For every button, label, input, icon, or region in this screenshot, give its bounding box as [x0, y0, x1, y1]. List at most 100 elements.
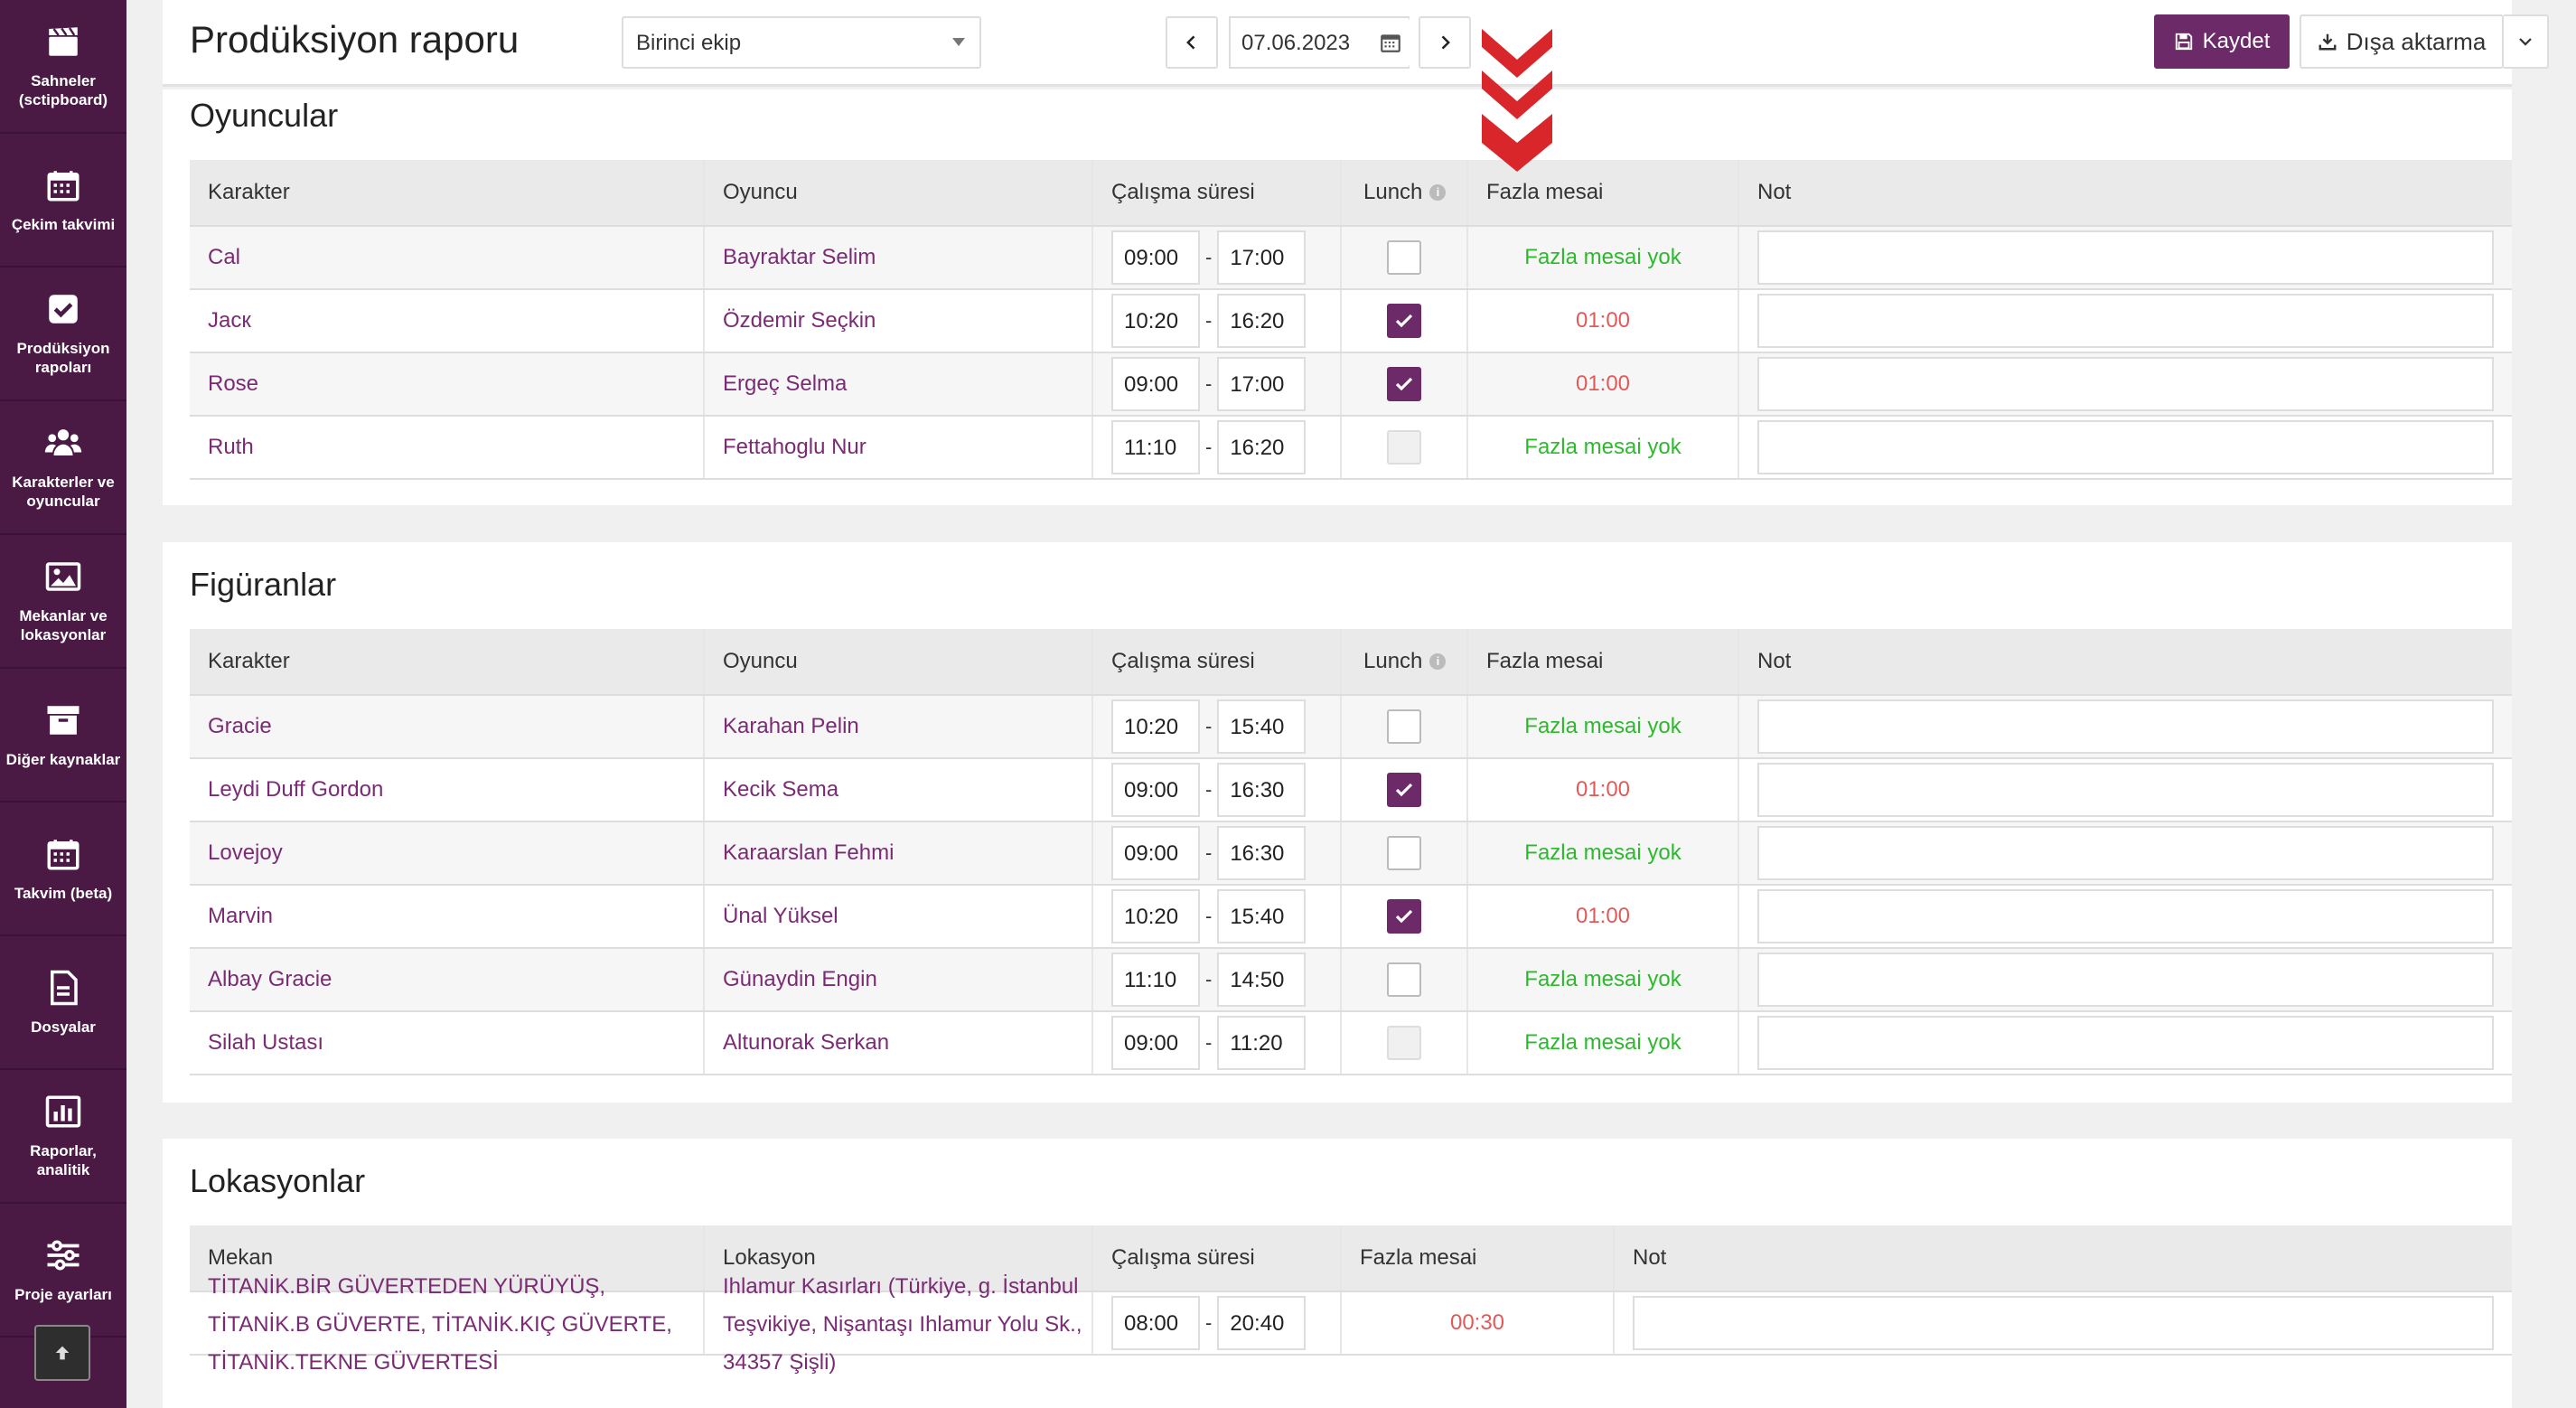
start-time-input[interactable]: 11:10	[1111, 420, 1200, 474]
note-input[interactable]	[1757, 826, 2494, 880]
start-time-input[interactable]: 09:00	[1111, 230, 1200, 285]
character-link[interactable]: Jacк	[208, 308, 251, 333]
end-time-input[interactable]: 20:40	[1217, 1296, 1307, 1350]
overtime-cell: 01:00	[1468, 886, 1739, 947]
character-link[interactable]: Albay Gracie	[208, 967, 333, 991]
end-time-input[interactable]: 15:40	[1217, 889, 1307, 943]
character-link[interactable]: Ruth	[208, 435, 254, 459]
end-time-input[interactable]: 15:40	[1217, 699, 1307, 754]
info-icon[interactable]: i	[1429, 184, 1447, 201]
character-cell: Cal	[190, 227, 705, 288]
calendar-picker-button[interactable]	[1372, 18, 1410, 67]
clapperboard-icon	[49, 27, 78, 56]
lunch-checkbox[interactable]	[1387, 304, 1421, 338]
start-time-input[interactable]: 08:00	[1111, 1296, 1200, 1350]
calendar-icon	[47, 170, 80, 201]
overtime-cell: Fazla mesai yok	[1468, 822, 1739, 884]
actor-link[interactable]: Ergeç Selma	[723, 371, 848, 396]
sidebar-item-other-resources[interactable]: Diğer kaynaklar	[0, 669, 126, 803]
previous-date-button[interactable]	[1166, 16, 1218, 69]
info-icon[interactable]: i	[1429, 653, 1447, 670]
sidebar-item-shooting-schedule[interactable]: Çekim takvimi	[0, 134, 126, 268]
actor-link[interactable]: Ünal Yüksel	[723, 904, 838, 928]
next-date-button[interactable]	[1419, 16, 1471, 69]
character-link[interactable]: Silah Ustası	[208, 1030, 324, 1055]
lunch-checkbox[interactable]	[1387, 836, 1421, 870]
end-time-input[interactable]: 16:20	[1217, 420, 1307, 474]
character-link[interactable]: Cal	[208, 245, 241, 269]
note-input[interactable]	[1757, 953, 2494, 1007]
start-time-input[interactable]: 09:00	[1111, 763, 1200, 817]
end-time-input[interactable]: 16:30	[1217, 826, 1307, 880]
note-input[interactable]	[1757, 699, 2494, 754]
note-input[interactable]	[1757, 357, 2494, 411]
archive-icon	[47, 705, 80, 735]
lunch-checkbox[interactable]	[1387, 773, 1421, 807]
working-time-cell: 09:00-11:20	[1093, 1012, 1342, 1074]
sidebar-item-characters-actors[interactable]: Karakterler ve oyuncular	[0, 401, 126, 535]
working-time-cell: 11:10-16:20	[1093, 417, 1342, 478]
end-time-input[interactable]: 17:00	[1217, 230, 1307, 285]
sidebar-item-calendar-beta[interactable]: Takvim (beta)	[0, 803, 126, 936]
sidebar-item-files[interactable]: Dosyalar	[0, 936, 126, 1070]
note-input[interactable]	[1757, 294, 2494, 348]
sidebar-item-production-reports[interactable]: Prodüksiyon rapoları	[0, 268, 126, 401]
extras-section-title: Figüranlar	[190, 566, 337, 603]
chevron-down-icon	[2519, 38, 2532, 46]
start-time-input[interactable]: 10:20	[1111, 294, 1200, 348]
start-time-input[interactable]: 09:00	[1111, 1016, 1200, 1070]
table-row: Silah Ustası Altunorak Serkan 09:00-11:20 F…	[190, 1012, 2512, 1075]
venue-link[interactable]: TİTANİK.BİR GÜVERTEDEN YÜRÜYÜŞ, TİTANİK.…	[208, 1274, 672, 1375]
lunch-checkbox[interactable]	[1387, 709, 1421, 744]
lunch-checkbox[interactable]	[1387, 240, 1421, 275]
start-time-input[interactable]: 09:00	[1111, 826, 1200, 880]
sidebar-item-project-settings[interactable]: Proje ayarları	[0, 1204, 126, 1338]
actor-link[interactable]: Fettahoglu Nur	[723, 435, 866, 459]
table-row: Gracie Karahan Pelin 10:20-15:40 Fazla mesa…	[190, 696, 2512, 759]
location-link[interactable]: Ihlamur Kasırları (Türkiye, g. İstanbul …	[723, 1274, 1082, 1375]
actor-link[interactable]: Karaarslan Fehmi	[723, 840, 895, 865]
end-time-input[interactable]: 17:00	[1217, 357, 1307, 411]
time-separator: -	[1205, 778, 1213, 801]
extras-rows: Gracie Karahan Pelin 10:20 - 15:40 Fazla mesa…	[190, 696, 2512, 1075]
lunch-checkbox[interactable]	[1387, 899, 1421, 934]
scroll-to-top-button[interactable]	[34, 1325, 90, 1381]
end-time-input[interactable]: 16:30	[1217, 763, 1307, 817]
character-link[interactable]: Lovejoy	[208, 840, 283, 865]
note-input[interactable]	[1757, 763, 2494, 817]
export-options-button[interactable]	[2504, 14, 2549, 69]
start-time-input[interactable]: 11:10	[1111, 953, 1200, 1007]
actor-link[interactable]: Altunorak Serkan	[723, 1030, 890, 1055]
sidebar-item-venues-locations[interactable]: Mekanlar ve lokasyonlar	[0, 535, 126, 669]
note-input[interactable]	[1757, 889, 2494, 943]
note-input[interactable]	[1757, 230, 2494, 285]
actor-link[interactable]: Karahan Pelin	[723, 714, 859, 738]
character-link[interactable]: Rose	[208, 371, 259, 396]
save-button[interactable]: Kaydet	[2154, 14, 2290, 69]
sidebar-item-scenes[interactable]: Sahneler (sctipboard)	[0, 0, 126, 134]
end-time-input[interactable]: 14:50	[1217, 953, 1307, 1007]
start-time-input[interactable]: 09:00	[1111, 357, 1200, 411]
character-link[interactable]: Marvin	[208, 904, 274, 928]
date-field[interactable]: 07.06.2023	[1229, 16, 1410, 69]
end-time-input[interactable]: 16:20	[1217, 294, 1307, 348]
note-input[interactable]	[1757, 1016, 2494, 1070]
working-time-cell: 09:00-17:00	[1093, 227, 1342, 288]
end-time-input[interactable]: 11:20	[1217, 1016, 1307, 1070]
note-input[interactable]	[1633, 1296, 2494, 1350]
actor-link[interactable]: Bayraktar Selim	[723, 245, 876, 269]
actor-link[interactable]: Günaydin Engin	[723, 967, 877, 991]
actor-link[interactable]: Kecik Sema	[723, 777, 839, 802]
sidebar-item-reports-analytics[interactable]: Raporlar, analitik	[0, 1070, 126, 1204]
character-link[interactable]: Gracie	[208, 714, 272, 738]
team-select[interactable]: Birinci ekip	[622, 16, 981, 69]
note-input[interactable]	[1757, 420, 2494, 474]
actor-link[interactable]: Özdemir Seçkin	[723, 308, 876, 333]
character-link[interactable]: Leydi Duff Gordon	[208, 777, 384, 802]
start-time-input[interactable]: 10:20	[1111, 699, 1200, 754]
lunch-checkbox[interactable]	[1387, 367, 1421, 401]
export-button[interactable]: Dışa aktarma	[2300, 14, 2504, 69]
lunch-checkbox[interactable]	[1387, 962, 1421, 997]
start-time-input[interactable]: 10:20	[1111, 889, 1200, 943]
table-header: Mekan Lokasyon Çalışma süresi Fazla mesa…	[190, 1225, 2512, 1292]
